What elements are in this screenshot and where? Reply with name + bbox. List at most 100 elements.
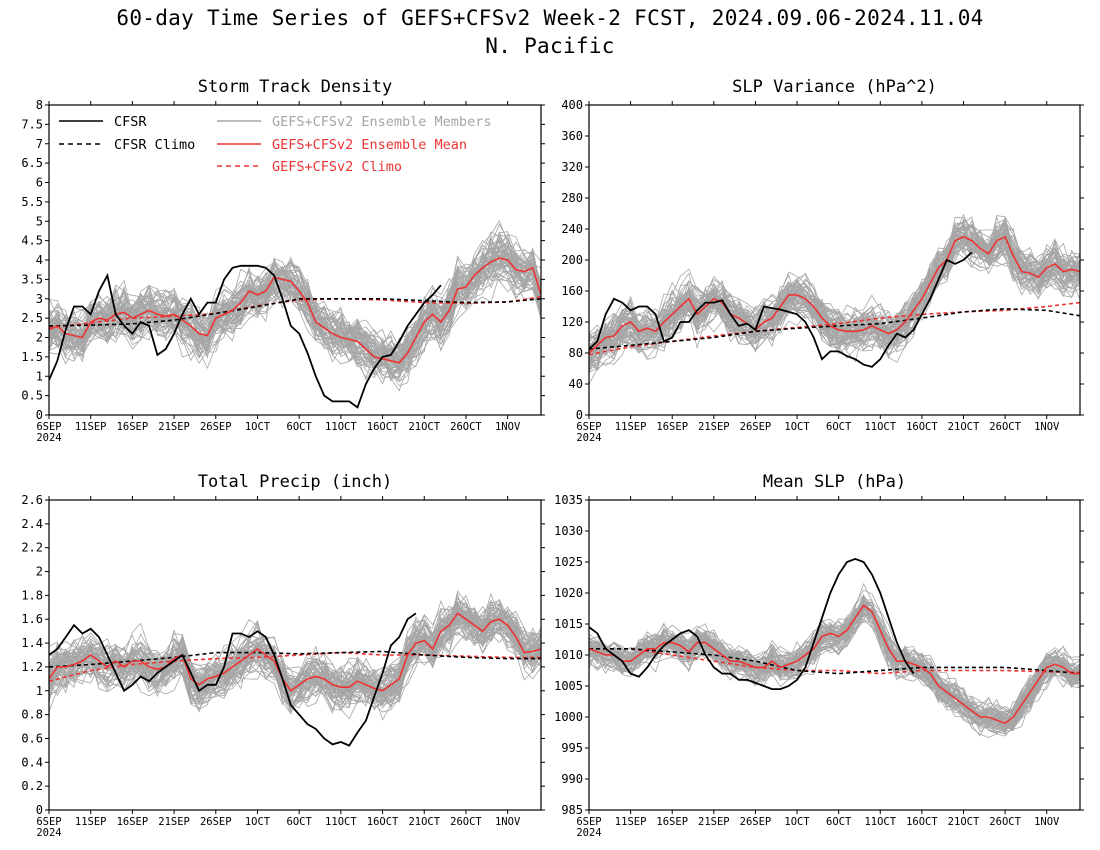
ensemble-member-line [589, 601, 1080, 729]
chart-title: Storm Track Density [198, 77, 392, 97]
y-tick-label: 80 [569, 346, 583, 360]
ensemble-member-line [589, 600, 1080, 731]
ensemble-member-line [589, 602, 1080, 730]
ens-climo-line [49, 651, 541, 682]
x-tick-label: 26OCT [450, 421, 482, 433]
ensemble-member-line [589, 599, 1080, 722]
y-tick-label: 3 [36, 292, 43, 306]
x-tick-label: 11SEP [615, 421, 647, 433]
chart-panel-4: Mean SLP (hPa) 985 990 995 1000 1005 1010 1015 1… [554, 472, 1084, 839]
x-tick-label: 21SEP [698, 421, 730, 433]
ensemble-member-line [589, 216, 1080, 360]
ensemble-member-line [589, 606, 1080, 725]
y-tick-label: 7 [36, 137, 43, 151]
x-tick-label: 11OCT [864, 421, 896, 433]
ensemble-member-line [589, 215, 1080, 350]
x-tick-label: 21OCT [948, 816, 980, 828]
x-tick-label: 21SEP [698, 816, 730, 828]
x-tick-label: 1OCT [245, 816, 271, 828]
x-tick-label: 16SEP [117, 816, 149, 828]
ensemble-members [49, 220, 541, 392]
cfsr-line [589, 251, 973, 368]
ens-mean-line [589, 235, 1080, 354]
ensemble-member-line [589, 600, 1080, 726]
plot-area [49, 220, 541, 409]
x-tick-label: 26SEP [200, 421, 232, 433]
ensemble-member-line [49, 618, 541, 696]
ensemble-member-line [589, 616, 1080, 731]
ensemble-member-line [589, 595, 1080, 730]
x-tick-label: 21SEP [158, 421, 190, 433]
x-tick-label: 16OCT [906, 421, 938, 433]
ensemble-member-line [589, 224, 1080, 349]
x-tick-label: 1NOV [495, 421, 521, 433]
y-tick-label: 1000 [554, 710, 583, 724]
x-tick-label: 1NOV [495, 816, 521, 828]
ensemble-member-line [589, 602, 1080, 714]
legend-label-cfsr: CFSR [114, 114, 147, 130]
y-tick-label: 0.5 [21, 389, 43, 403]
x-year-label: 2024 [36, 432, 61, 444]
x-tick-label: 11OCT [864, 816, 896, 828]
chart-panel-3: Total Precip (inch) 0 0.2 0.4 0.6 0.8 1 1.2 1.4 1… [21, 472, 545, 839]
x-tick-label: 1OCT [245, 421, 271, 433]
ensemble-member-line [589, 242, 1080, 354]
y-tick-label: 4.5 [21, 234, 43, 248]
ensemble-member-line [589, 601, 1080, 722]
x-tick-label: 11OCT [325, 421, 357, 433]
plot-area [589, 213, 1080, 385]
y-tick-label: 1020 [554, 586, 583, 600]
y-tick-label: 995 [561, 741, 583, 755]
y-tick-label: 1.6 [21, 612, 43, 626]
chart-legend: CFSR CFSR Climo GEFS+CFSv2 Ensemble Member… [59, 114, 491, 175]
y-tick-label: 5 [36, 214, 43, 228]
ensemble-member-line [589, 602, 1080, 728]
x-tick-label: 26SEP [740, 421, 772, 433]
x-year-label: 2024 [576, 827, 601, 839]
x-tick-label: 1NOV [1034, 421, 1060, 433]
ensemble-member-line [589, 599, 1080, 718]
y-tick-label: 1.4 [21, 636, 43, 650]
figure-title-line-1: 60-day Time Series of GEFS+CFSv2 Week-2 … [116, 6, 984, 30]
y-tick-label: 1015 [554, 617, 583, 631]
x-tick-label: 26OCT [450, 816, 482, 828]
x-year-label: 2024 [576, 432, 601, 444]
ensemble-member-line [49, 249, 541, 356]
y-tick-label: 990 [561, 772, 583, 786]
x-tick-label: 21SEP [158, 816, 190, 828]
x-year-label: 2024 [36, 827, 61, 839]
ensemble-member-line [589, 234, 1080, 371]
ens-mean-line [49, 257, 541, 364]
y-tick-label: 40 [569, 377, 583, 391]
ensemble-member-line [49, 607, 541, 711]
x-tick-label: 11SEP [75, 816, 107, 828]
y-tick-label: 5.5 [21, 195, 43, 209]
ensemble-members [589, 582, 1080, 738]
ens-mean-line [49, 612, 541, 692]
ensemble-member-line [589, 227, 1080, 364]
x-tick-label: 11SEP [75, 421, 107, 433]
x-tick-label: 6SEP [576, 421, 601, 433]
y-tick-label: 2.6 [21, 493, 43, 507]
x-tick-label: 6SEP [576, 816, 601, 828]
y-tick-label: 2 [36, 331, 43, 345]
y-tick-label: 280 [561, 191, 583, 205]
ensemble-member-line [49, 598, 541, 706]
y-tick-label: 1.8 [21, 588, 43, 602]
y-tick-label: 3.5 [21, 272, 43, 286]
ensemble-member-line [49, 237, 541, 358]
plot-frame [48, 499, 542, 811]
x-tick-label: 11SEP [615, 816, 647, 828]
chart-title: Total Precip (inch) [198, 472, 392, 492]
x-tick-label: 21OCT [948, 421, 980, 433]
legend-label-ens_climo: GEFS+CFSv2 Climo [272, 159, 402, 175]
ens-climo-line [589, 647, 1080, 675]
ensemble-member-line [589, 218, 1080, 370]
x-tick-label: 16SEP [117, 421, 149, 433]
y-tick-label: 0 [36, 803, 43, 817]
y-tick-label: 240 [561, 222, 583, 236]
figure-title: 60-day Time Series of GEFS+CFSv2 Week-2 … [0, 4, 1100, 60]
ensemble-member-line [49, 245, 541, 357]
y-tick-label: 0.4 [21, 755, 43, 769]
